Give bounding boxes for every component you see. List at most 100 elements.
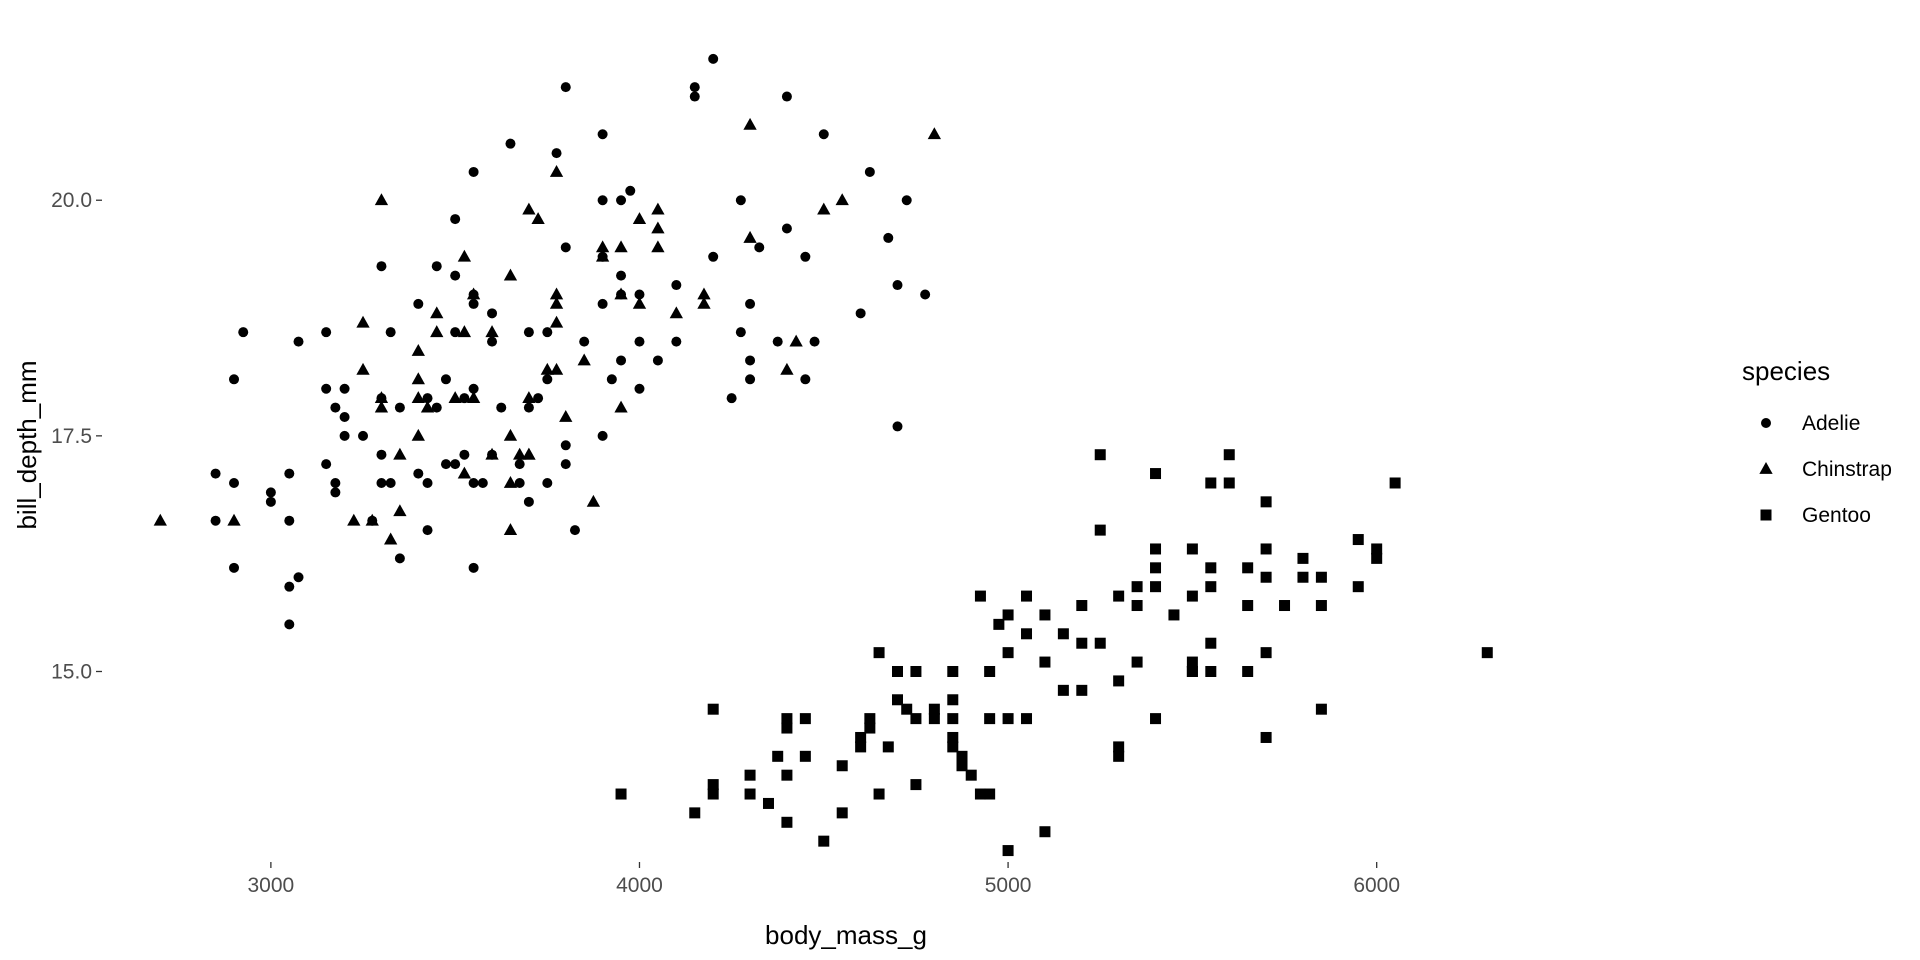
point-gentoo xyxy=(772,750,784,762)
point-adelie xyxy=(477,477,488,488)
point-chinstrap xyxy=(559,410,573,422)
point-chinstrap xyxy=(430,325,444,338)
point-gentoo xyxy=(1242,562,1254,574)
point-adelie xyxy=(293,572,304,583)
point-chinstrap xyxy=(835,193,849,206)
point-chinstrap xyxy=(347,513,361,526)
point-adelie xyxy=(422,477,433,488)
point-gentoo xyxy=(799,713,811,725)
point-gentoo xyxy=(910,779,922,791)
point-gentoo xyxy=(1113,675,1125,687)
point-gentoo xyxy=(1076,637,1088,649)
point-adelie xyxy=(708,251,719,262)
point-chinstrap xyxy=(595,249,610,262)
point-adelie xyxy=(210,468,221,479)
point-adelie xyxy=(210,515,221,526)
point-adelie xyxy=(468,298,479,309)
point-gentoo xyxy=(984,713,996,725)
point-chinstrap xyxy=(651,221,665,234)
point-chinstrap xyxy=(374,391,389,404)
point-gentoo xyxy=(1352,534,1364,546)
point-chinstrap xyxy=(374,193,389,206)
point-adelie xyxy=(431,402,442,413)
point-adelie xyxy=(321,459,332,470)
point-gentoo xyxy=(882,741,894,753)
point-adelie xyxy=(284,619,295,630)
point-gentoo xyxy=(1150,468,1162,480)
y-tick-label: 17.5 xyxy=(51,425,92,448)
point-gentoo xyxy=(974,788,986,800)
point-gentoo xyxy=(993,618,1005,630)
point-adelie xyxy=(229,477,240,488)
point-adelie xyxy=(920,289,931,300)
point-gentoo xyxy=(1223,449,1235,461)
point-gentoo xyxy=(965,769,977,781)
point-gentoo xyxy=(836,807,848,819)
point-adelie xyxy=(394,553,405,564)
point-adelie xyxy=(735,327,746,338)
point-gentoo xyxy=(1242,665,1254,677)
point-gentoo xyxy=(1168,609,1180,621)
point-gentoo xyxy=(781,816,793,828)
point-gentoo xyxy=(928,703,940,715)
point-gentoo xyxy=(1002,647,1014,659)
legend: species Adelie Chinstrap Gentoo xyxy=(1742,356,1892,527)
point-gentoo xyxy=(974,590,986,602)
point-adelie xyxy=(321,327,332,338)
point-adelie xyxy=(468,477,479,488)
point-chinstrap xyxy=(457,249,472,262)
point-adelie xyxy=(892,421,903,432)
point-gentoo xyxy=(947,713,959,725)
point-adelie xyxy=(487,308,498,319)
point-adelie xyxy=(385,327,396,338)
point-adelie xyxy=(616,270,627,281)
point-adelie xyxy=(652,355,663,366)
point-gentoo xyxy=(947,694,959,706)
point-gentoo xyxy=(1186,665,1198,677)
point-gentoo xyxy=(1002,713,1014,725)
point-chinstrap xyxy=(632,212,647,224)
point-adelie xyxy=(514,459,525,470)
point-gentoo xyxy=(1039,826,1051,838)
point-chinstrap xyxy=(411,344,425,356)
point-chinstrap xyxy=(549,287,564,300)
point-gentoo xyxy=(864,713,876,725)
point-adelie xyxy=(339,383,350,394)
point-gentoo xyxy=(1113,750,1125,762)
point-gentoo xyxy=(1094,637,1106,649)
point-gentoo xyxy=(1094,449,1106,461)
plot-marks xyxy=(153,53,1493,857)
point-chinstrap xyxy=(393,504,407,517)
point-gentoo xyxy=(1260,647,1272,659)
point-gentoo xyxy=(984,788,996,800)
point-chinstrap xyxy=(549,164,564,177)
point-gentoo xyxy=(1205,637,1217,649)
point-gentoo xyxy=(707,788,719,800)
point-chinstrap xyxy=(411,428,425,441)
point-gentoo xyxy=(1021,713,1033,725)
point-adelie xyxy=(542,477,553,488)
point-adelie xyxy=(385,477,396,488)
point-gentoo xyxy=(1150,713,1162,725)
point-chinstrap xyxy=(549,296,564,309)
point-adelie xyxy=(376,261,387,272)
point-adelie xyxy=(505,138,516,149)
point-adelie xyxy=(339,430,350,441)
point-adelie xyxy=(708,53,719,64)
point-gentoo xyxy=(1205,581,1217,593)
point-gentoo xyxy=(1131,600,1143,612)
point-adelie xyxy=(284,581,295,592)
point-adelie xyxy=(238,327,249,338)
point-gentoo xyxy=(1039,609,1051,621)
point-adelie xyxy=(579,336,590,347)
point-gentoo xyxy=(1113,741,1125,753)
point-chinstrap xyxy=(522,447,536,460)
point-adelie xyxy=(754,242,765,253)
point-gentoo xyxy=(892,694,903,706)
point-gentoo xyxy=(1094,524,1106,536)
point-chinstrap xyxy=(466,287,481,300)
point-adelie xyxy=(293,336,304,347)
point-chinstrap xyxy=(365,513,379,526)
point-gentoo xyxy=(947,665,959,677)
